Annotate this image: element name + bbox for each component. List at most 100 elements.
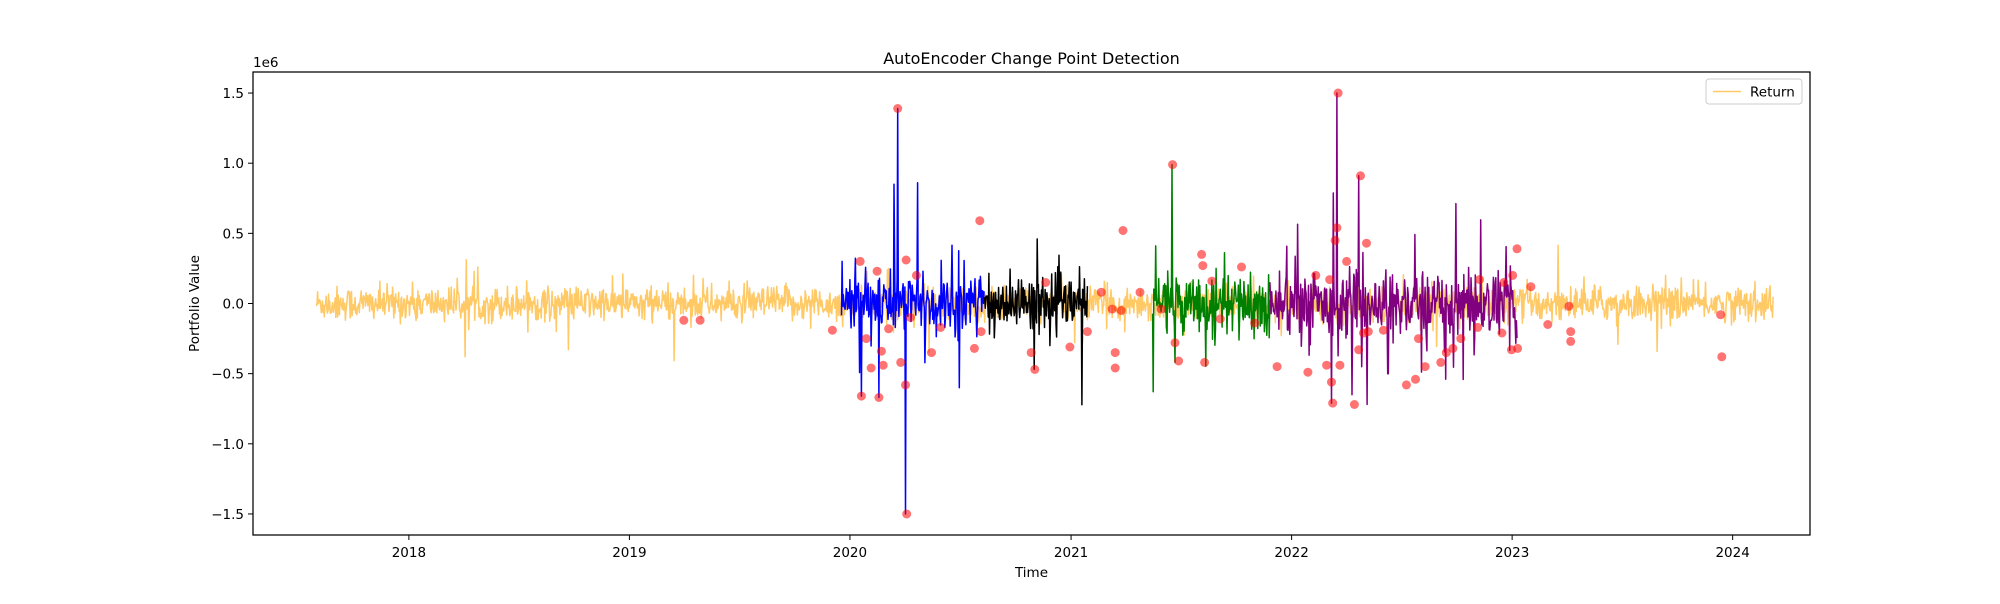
change-point-75 — [1475, 275, 1484, 285]
change-point-33 — [1116, 306, 1126, 315]
change-point-31 — [1110, 348, 1120, 358]
change-point-63 — [1362, 238, 1371, 248]
change-point-49 — [1311, 270, 1321, 280]
y-tick-label-5: −1.0 — [211, 437, 244, 453]
change-point-73 — [1456, 334, 1466, 344]
change-point-2 — [827, 325, 837, 335]
x-tick-label-3: 2021 — [1054, 545, 1088, 561]
change-point-1 — [695, 315, 705, 325]
change-point-77 — [1499, 278, 1509, 287]
change-point-8 — [874, 393, 884, 402]
change-point-81 — [1512, 244, 1522, 254]
change-point-20 — [936, 322, 946, 332]
change-point-13 — [896, 357, 906, 367]
change-point-50 — [1322, 360, 1332, 370]
change-point-83 — [1543, 320, 1553, 329]
change-point-86 — [1566, 336, 1576, 346]
change-point-0 — [679, 315, 689, 325]
change-point-17 — [905, 313, 915, 322]
change-point-54 — [1330, 235, 1340, 245]
y-tick-label-6: −1.5 — [211, 507, 244, 523]
change-point-38 — [1170, 338, 1180, 348]
change-point-60 — [1354, 345, 1364, 355]
series-line-1 — [840, 107, 985, 515]
series-line-3 — [1151, 163, 1271, 393]
legend: Return — [1705, 78, 1803, 105]
y-axis-offset-label: 1e6 — [253, 55, 278, 71]
y-axis: 1.5 1.0 0.5 0.0 −0.5 −1.0 −1.5 — [211, 86, 253, 523]
legend-label-return: Return — [1750, 85, 1795, 101]
change-point-37 — [1168, 160, 1178, 170]
change-point-34 — [1118, 226, 1128, 235]
x-tick-label-4: 2022 — [1274, 545, 1308, 561]
change-point-53 — [1328, 398, 1338, 408]
change-point-65 — [1378, 325, 1388, 335]
change-point-48 — [1303, 367, 1313, 377]
y-axis-label: Portfolio Value — [187, 255, 203, 352]
change-point-84 — [1564, 301, 1574, 311]
change-point-44 — [1215, 314, 1225, 324]
change-point-22 — [975, 216, 985, 226]
change-point-30 — [1107, 304, 1117, 314]
change-point-67 — [1411, 374, 1420, 384]
chart-title: AutoEncoder Change Point Detection — [883, 49, 1180, 68]
series-line-4 — [1269, 92, 1518, 406]
change-point-39 — [1174, 356, 1184, 366]
change-point-82 — [1526, 282, 1536, 292]
x-tick-label-5: 2023 — [1495, 545, 1529, 561]
x-tick-label-0: 2018 — [392, 545, 426, 561]
change-point-46 — [1250, 318, 1260, 328]
legend-frame — [1705, 78, 1803, 105]
x-tick-label-1: 2019 — [612, 545, 646, 561]
change-point-7 — [872, 266, 882, 276]
change-point-43 — [1207, 276, 1217, 286]
change-point-68 — [1414, 334, 1423, 344]
change-point-18 — [911, 270, 921, 280]
change-point-6 — [866, 363, 876, 373]
change-point-41 — [1198, 261, 1208, 271]
change-point-47 — [1272, 362, 1282, 372]
x-tick-label-2: 2020 — [833, 545, 867, 561]
change-point-3 — [855, 256, 865, 266]
y-tick-label-1: 1.0 — [223, 156, 244, 172]
change-point-79 — [1508, 270, 1518, 280]
change-point-70 — [1436, 357, 1446, 367]
change-point-4 — [856, 391, 866, 401]
change-point-58 — [1342, 256, 1352, 266]
change-point-87 — [1716, 310, 1726, 320]
y-tick-label-4: −0.5 — [211, 367, 244, 383]
change-point-61 — [1356, 171, 1365, 181]
change-point-21 — [969, 343, 979, 353]
change-point-76 — [1497, 328, 1507, 338]
change-point-16 — [902, 509, 912, 519]
change-point-14 — [901, 380, 910, 390]
change-point-72 — [1448, 343, 1458, 353]
change-point-64 — [1363, 327, 1373, 337]
y-tick-label-3: 0.0 — [223, 297, 244, 313]
x-axis: 2018 2019 2020 2021 2022 2023 2024 — [392, 535, 1750, 561]
change-point-25 — [1030, 364, 1040, 374]
change-point-56 — [1333, 88, 1343, 98]
change-point-32 — [1110, 363, 1120, 373]
x-tick-label-6: 2024 — [1715, 545, 1749, 561]
change-point-69 — [1420, 362, 1430, 372]
change-point-11 — [884, 324, 894, 334]
change-point-88 — [1717, 352, 1727, 362]
change-point-9 — [876, 346, 886, 356]
change-point-71 — [1441, 348, 1451, 358]
change-point-24 — [1026, 348, 1036, 358]
change-point-55 — [1332, 223, 1342, 233]
change-point-12 — [893, 104, 903, 113]
change-points-layer — [679, 88, 1727, 519]
change-point-36 — [1156, 304, 1166, 314]
change-point-29 — [1096, 287, 1106, 297]
change-point-42 — [1200, 357, 1210, 367]
change-point-80 — [1513, 343, 1523, 353]
change-point-40 — [1197, 249, 1207, 259]
change-point-85 — [1566, 327, 1576, 337]
change-point-57 — [1335, 360, 1345, 370]
change-point-27 — [1065, 342, 1075, 352]
y-tick-label-0: 1.5 — [223, 86, 244, 102]
